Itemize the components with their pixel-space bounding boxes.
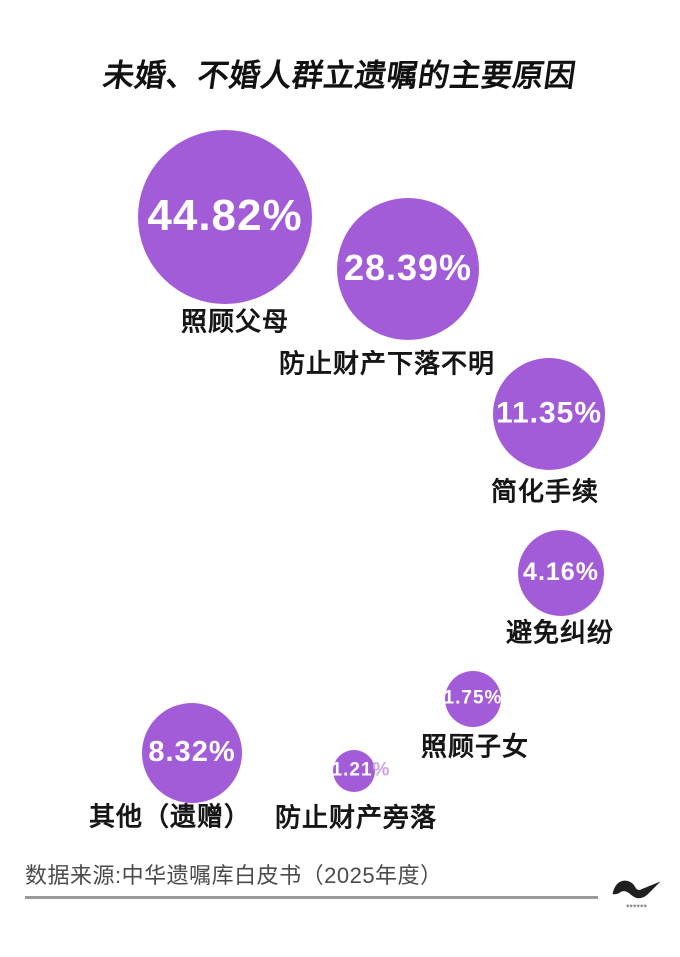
percent-sign: %: [439, 247, 473, 289]
brand-logo: ▪▪▪▪▪▪: [604, 876, 670, 911]
bubble-label-5: 照顾子女: [420, 731, 530, 762]
bubble-5: [445, 671, 501, 727]
bubble-label-1: 照顾父母: [180, 306, 290, 337]
bubble-value-number: 4.16: [523, 557, 576, 586]
bubble-value-number: 1.21: [331, 759, 373, 781]
bubble-value-1: 44.82%: [147, 191, 302, 241]
bubble-label-7: 防止财产旁落: [274, 802, 438, 833]
percent-sign: %: [372, 759, 391, 781]
chart-title: 未婚、不婚人群立遗嘱的主要原因: [100, 58, 579, 93]
bubble-value-number: 28.39: [343, 247, 440, 289]
bubble-2: [337, 198, 479, 340]
percent-sign: %: [575, 557, 599, 586]
bubble-value-number: 1.75: [443, 687, 485, 709]
divider-line: [25, 896, 598, 899]
percent-sign: %: [484, 687, 503, 709]
bubble-label-4: 避免纠纷: [505, 617, 615, 648]
bubble-7: [333, 750, 375, 792]
bubble-4: [518, 530, 604, 616]
bubble-6: [142, 703, 242, 803]
percent-sign: %: [262, 191, 303, 240]
bubble-label-6: 其他（遗赠）: [88, 801, 252, 832]
bubble-value-4: 4.16%: [523, 558, 599, 587]
bubble-value-number: 8.32: [148, 735, 209, 768]
percent-sign: %: [574, 396, 603, 430]
source-text: 数据来源:中华遗嘱库白皮书（2025年度）: [25, 863, 443, 888]
bubble-label-3: 简化手续: [490, 476, 600, 507]
wave-logo-icon: [612, 880, 661, 899]
bubble-value-5: 1.75%: [444, 688, 503, 710]
bubble-label-2: 防止财产下落不明: [278, 348, 496, 379]
bubble-value-number: 44.82: [147, 191, 263, 240]
bubble-value-7: 1.21%: [332, 760, 391, 782]
logo-caption: ▪▪▪▪▪▪: [626, 903, 648, 910]
bubble-value-6: 8.32%: [148, 736, 235, 769]
bubble-value-number: 11.35: [495, 396, 575, 430]
percent-sign: %: [208, 735, 236, 768]
bubble-3: [493, 358, 605, 470]
bubble-value-2: 28.39%: [344, 247, 472, 289]
bubble-value-3: 11.35%: [496, 396, 602, 430]
bubble-1: [138, 130, 312, 304]
